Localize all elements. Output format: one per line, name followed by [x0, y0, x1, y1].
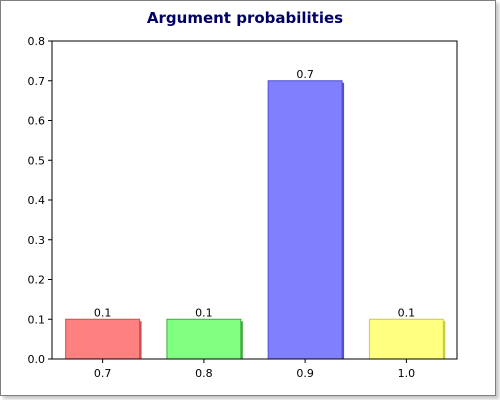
x-tick-label: 0.7: [94, 367, 112, 380]
y-tick-label: 0.1: [28, 313, 46, 326]
y-tick-label: 0.0: [28, 353, 46, 366]
data-label: 0.1: [398, 306, 416, 319]
bar-chart: Argument probabilities 0.1 0.10.70.1 0.00…: [28, 9, 458, 380]
x-tick-label: 1.0: [398, 367, 416, 380]
bars-layer: [65, 80, 446, 360]
data-labels-layer: 0.1 0.1 0.7 0.1: [94, 68, 415, 320]
y-tick-label: 0.3: [28, 234, 46, 247]
x-tick-label: 0.8: [195, 367, 213, 380]
y-tick-label: 0.4: [28, 194, 46, 207]
chart-title: Argument probabilities: [147, 9, 343, 27]
bar-1.0: [368, 318, 444, 360]
data-label: 0.1: [195, 306, 213, 319]
plot-area-border: [51, 40, 458, 360]
bar-0.9: [267, 80, 343, 360]
y-axis: 0.0 0.1 0.2 0.3 0.4 0.5 0.6 0.7 0.8: [28, 35, 52, 366]
bar-0.8: [166, 318, 242, 360]
data-label: 0.7: [296, 68, 314, 81]
x-axis: 0.7 0.8 0.9 1.0: [94, 359, 415, 380]
data-label: 0.1: [94, 306, 112, 319]
x-tick-label: 0.9: [296, 367, 314, 380]
y-tick-label: 0.6: [28, 115, 46, 128]
y-tick-label: 0.8: [28, 35, 46, 48]
bar-0.7: [65, 318, 141, 360]
y-tick-label: 0.2: [28, 274, 46, 287]
y-tick-label: 0.5: [28, 154, 46, 167]
y-tick-label: 0.7: [28, 75, 46, 88]
